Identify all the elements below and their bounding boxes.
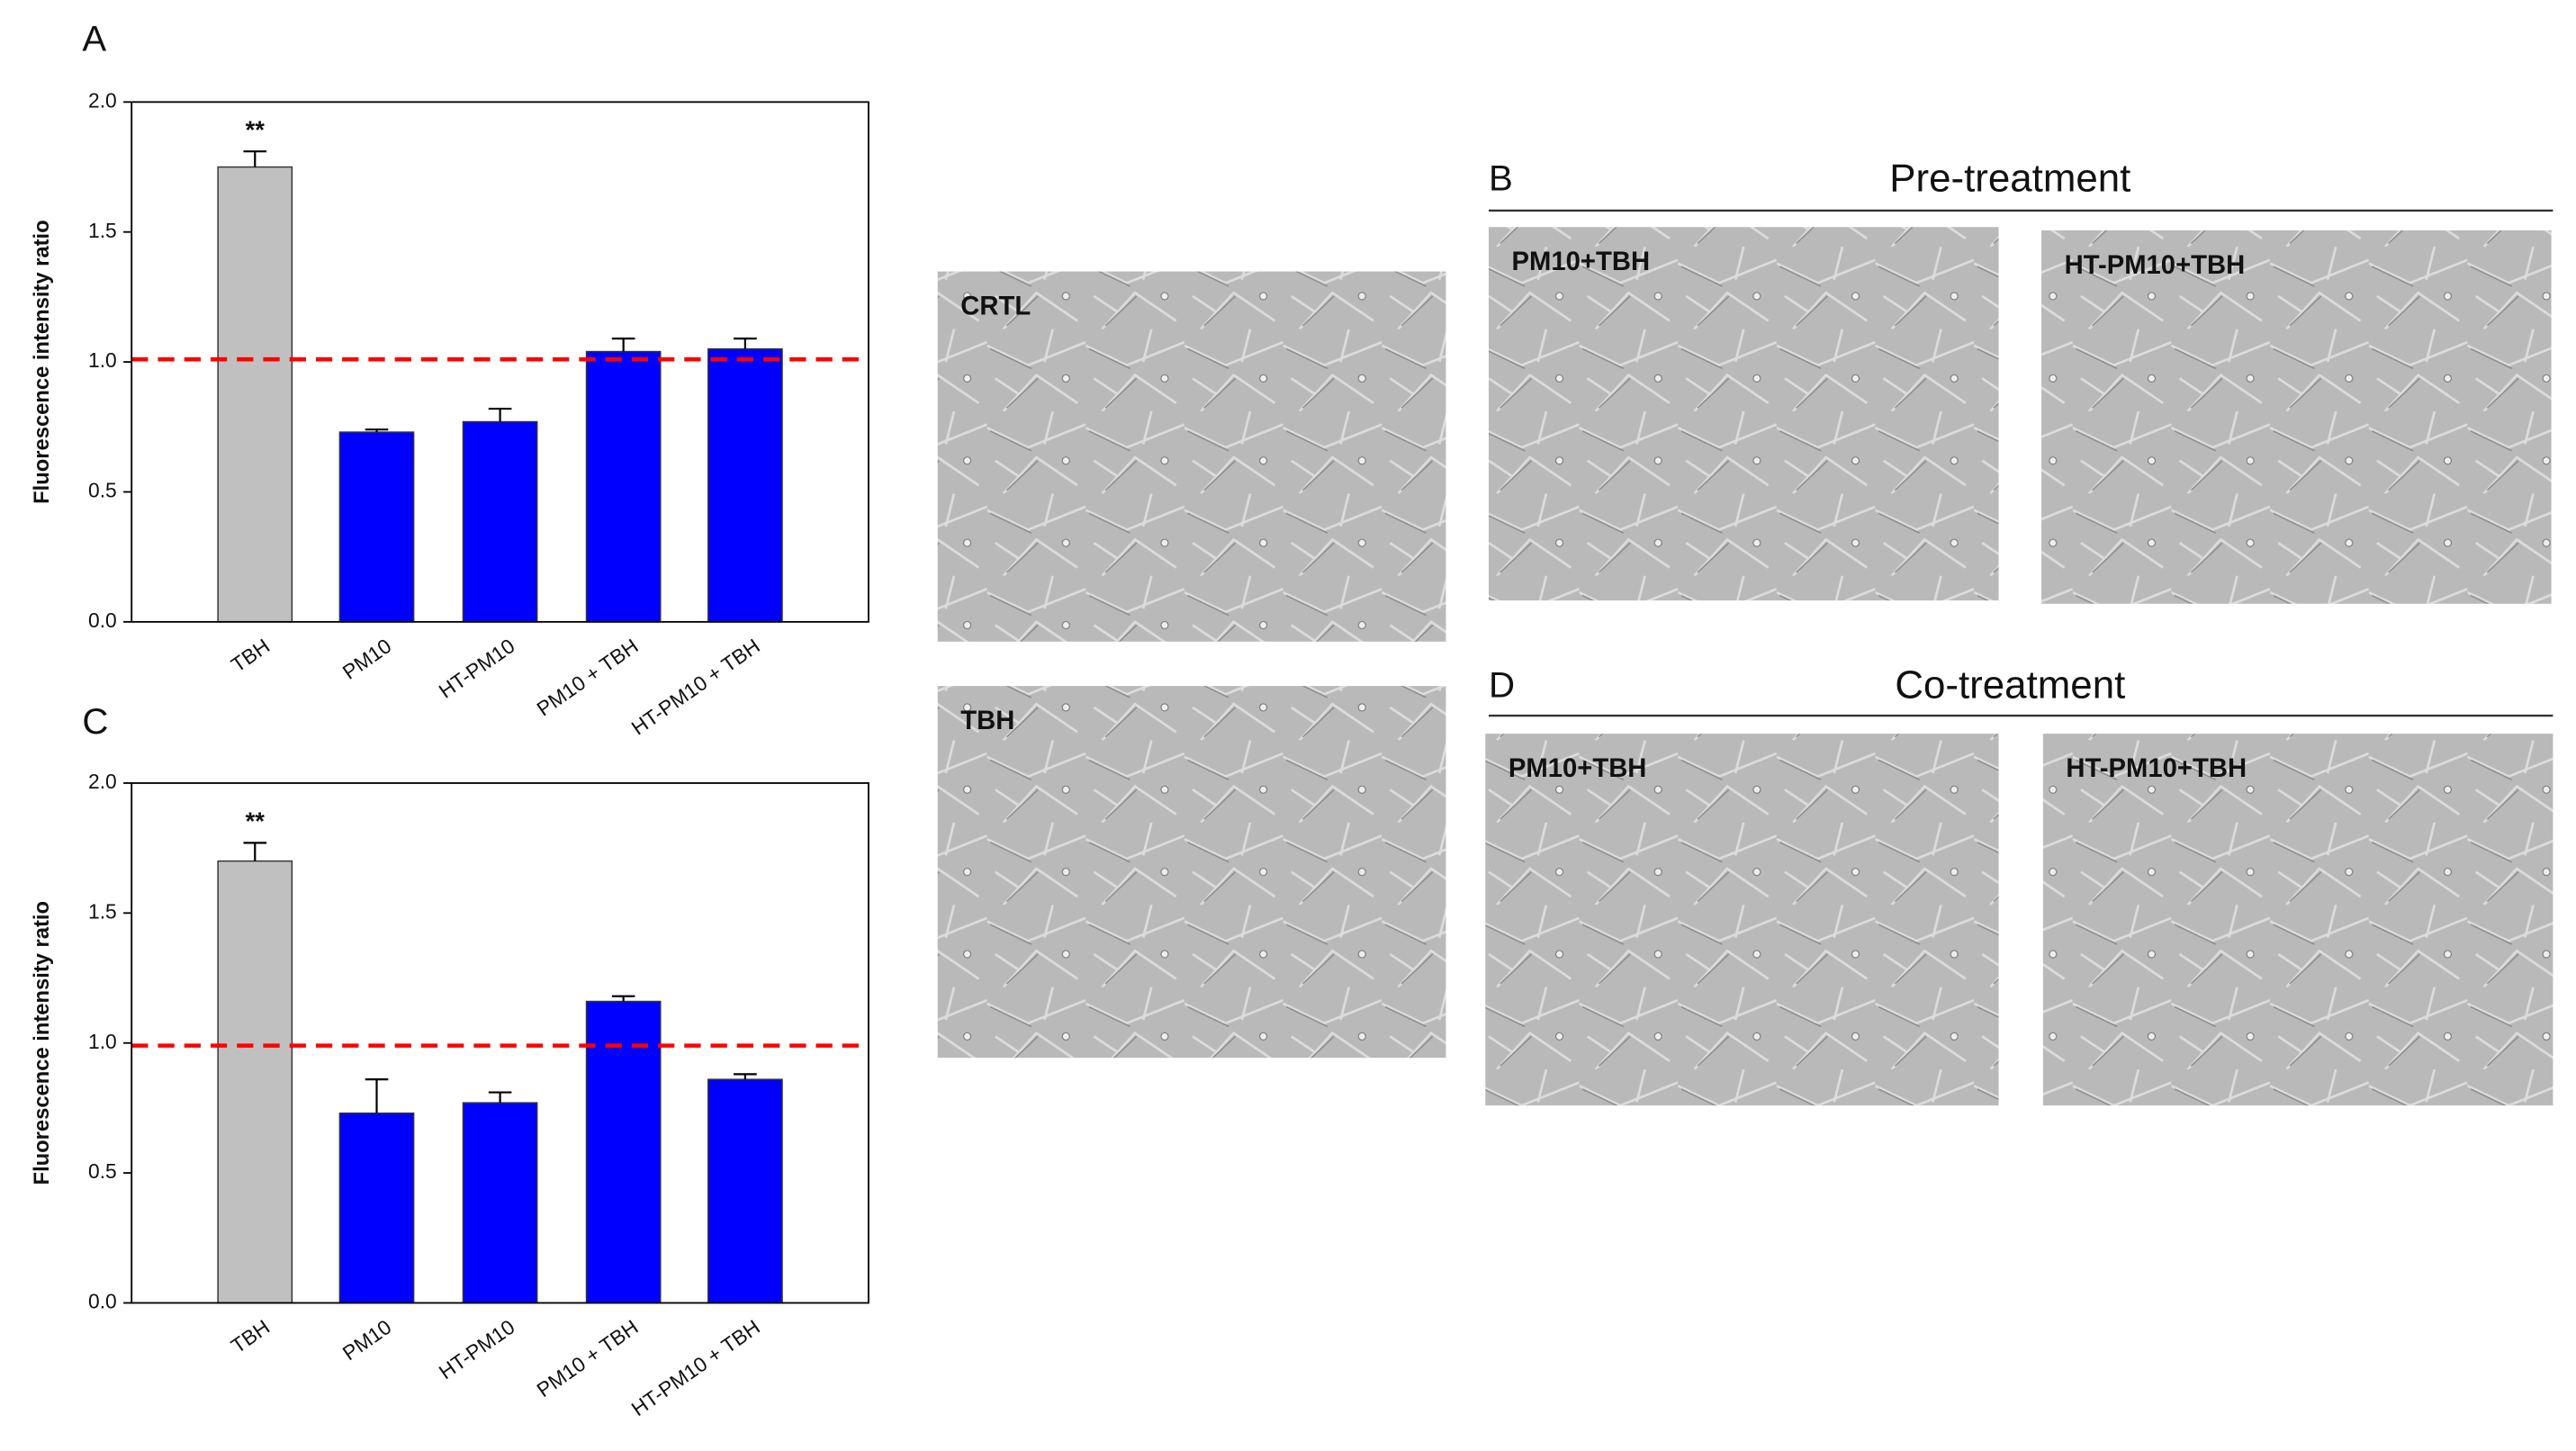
image-label: CRTL <box>960 293 1031 321</box>
y-tick-label: 1.5 <box>88 219 117 242</box>
plot-frame <box>131 782 869 1304</box>
x-tick-label: PM10 + TBH <box>532 634 642 720</box>
y-tick-label: 2.0 <box>88 88 117 112</box>
image-label: HT-PM10+TBH <box>2066 754 2247 783</box>
y-tick-label: 1.5 <box>88 899 117 923</box>
error-bar <box>365 428 389 433</box>
y-tick-label: 1.0 <box>88 1030 117 1053</box>
panel-letter: C <box>82 701 108 742</box>
error-bar <box>365 1078 389 1113</box>
error-bar <box>488 1091 512 1104</box>
y-tick-label: 0.0 <box>88 608 117 632</box>
micrograph <box>937 686 1446 1059</box>
image-label: TBH <box>960 707 1014 735</box>
x-tick-label: TBH <box>227 634 274 676</box>
group-title: Pre-treatment <box>1889 157 2130 201</box>
x-tick-label: HT-PM10 + TBH <box>627 634 764 739</box>
significance-label: ** <box>246 807 266 835</box>
significance-label: ** <box>246 116 266 144</box>
bar <box>585 1000 662 1304</box>
error-bar <box>734 338 757 349</box>
bar <box>338 431 415 623</box>
x-tick-label: PM10 <box>338 1315 396 1365</box>
y-tick-label: 0.0 <box>88 1290 117 1313</box>
y-tick-label: 0.5 <box>88 479 117 502</box>
bar <box>217 860 293 1304</box>
y-axis-label: Fluorescence intensity ratio <box>30 901 54 1185</box>
x-tick-label: HT-PM10 + TBH <box>627 1315 764 1420</box>
image-label: PM10+TBH <box>1512 248 1651 276</box>
bar <box>338 1112 415 1304</box>
panel-letter: B <box>1489 158 1513 199</box>
error-bar <box>734 1073 757 1080</box>
plot-frame <box>131 101 869 623</box>
y-tick-label: 1.0 <box>88 348 117 372</box>
error-bar <box>611 338 635 352</box>
y-axis-label: Fluorescence intensity ratio <box>30 220 54 503</box>
x-tick-label: PM10 + TBH <box>532 1315 642 1401</box>
panel-letter: A <box>82 18 106 59</box>
bar <box>462 1102 538 1304</box>
panel-letter: D <box>1489 665 1515 706</box>
image-label: HT-PM10+TBH <box>2065 251 2246 280</box>
y-tick-label: 2.0 <box>88 770 117 793</box>
micrograph <box>2041 230 2552 604</box>
micrograph <box>2042 734 2553 1106</box>
x-tick-label: PM10 <box>338 634 396 684</box>
bar <box>462 420 538 623</box>
micrograph <box>937 271 1446 642</box>
error-bar <box>611 995 635 1002</box>
y-tick-label: 0.5 <box>88 1159 117 1183</box>
micrograph <box>1488 227 1999 601</box>
bar <box>217 166 293 623</box>
bar <box>585 350 662 623</box>
image-label: PM10+TBH <box>1509 754 1647 783</box>
micrograph <box>1485 734 1999 1106</box>
error-bar <box>243 842 267 861</box>
bar <box>707 347 783 623</box>
group-title: Co-treatment <box>1895 663 2125 707</box>
x-tick-label: HT-PM10 <box>435 634 519 703</box>
error-bar <box>243 150 267 167</box>
bar <box>707 1078 783 1304</box>
x-tick-label: TBH <box>227 1315 274 1357</box>
error-bar <box>488 407 512 422</box>
x-tick-label: HT-PM10 <box>435 1315 519 1384</box>
